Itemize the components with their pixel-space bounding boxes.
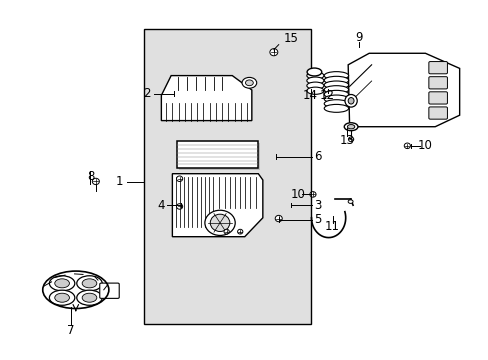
Ellipse shape	[204, 210, 235, 235]
Ellipse shape	[306, 87, 323, 94]
Text: 8: 8	[86, 170, 94, 183]
Text: 10: 10	[290, 188, 305, 201]
Ellipse shape	[269, 49, 277, 56]
Ellipse shape	[55, 293, 69, 302]
Ellipse shape	[348, 137, 353, 142]
Text: 3: 3	[313, 199, 321, 212]
Ellipse shape	[49, 276, 75, 291]
FancyBboxPatch shape	[428, 77, 447, 89]
Ellipse shape	[324, 86, 348, 94]
Text: 9: 9	[355, 31, 363, 44]
Ellipse shape	[245, 80, 253, 86]
Ellipse shape	[344, 123, 357, 131]
Text: 12: 12	[320, 89, 334, 102]
Ellipse shape	[82, 279, 97, 288]
Bar	[177, 141, 258, 168]
Polygon shape	[347, 53, 459, 127]
Polygon shape	[161, 76, 251, 121]
Ellipse shape	[306, 72, 323, 79]
Ellipse shape	[224, 229, 229, 234]
Ellipse shape	[306, 77, 323, 84]
FancyBboxPatch shape	[100, 283, 119, 298]
Ellipse shape	[324, 100, 348, 108]
Ellipse shape	[275, 215, 282, 222]
Ellipse shape	[346, 125, 354, 129]
Text: 13: 13	[339, 134, 354, 147]
Ellipse shape	[347, 200, 352, 203]
Ellipse shape	[77, 276, 102, 291]
Ellipse shape	[347, 98, 353, 104]
Ellipse shape	[82, 293, 97, 302]
Ellipse shape	[210, 214, 229, 231]
Ellipse shape	[306, 82, 323, 89]
FancyBboxPatch shape	[428, 62, 447, 74]
Ellipse shape	[344, 95, 356, 107]
Text: 2: 2	[142, 87, 150, 100]
Ellipse shape	[324, 76, 348, 84]
Text: 7: 7	[67, 324, 75, 337]
Ellipse shape	[324, 104, 348, 112]
Ellipse shape	[55, 279, 69, 288]
Ellipse shape	[306, 68, 321, 76]
Ellipse shape	[404, 143, 409, 149]
Text: 15: 15	[283, 32, 298, 45]
Text: 10: 10	[417, 139, 432, 152]
FancyBboxPatch shape	[428, 107, 447, 119]
Ellipse shape	[77, 290, 102, 305]
Text: 11: 11	[325, 220, 339, 233]
Ellipse shape	[176, 204, 183, 209]
Text: 5: 5	[313, 213, 321, 226]
Bar	[144, 29, 310, 324]
Ellipse shape	[237, 229, 243, 234]
Text: 4: 4	[157, 199, 165, 212]
Ellipse shape	[176, 176, 183, 181]
Ellipse shape	[324, 72, 348, 80]
Bar	[179, 144, 260, 171]
Ellipse shape	[324, 90, 348, 98]
Ellipse shape	[309, 192, 315, 197]
Polygon shape	[172, 174, 263, 237]
Text: 6: 6	[313, 150, 321, 163]
Ellipse shape	[324, 81, 348, 89]
Ellipse shape	[92, 178, 99, 185]
FancyBboxPatch shape	[428, 92, 447, 104]
Ellipse shape	[324, 95, 348, 103]
Ellipse shape	[49, 290, 75, 305]
Text: 1: 1	[116, 175, 123, 188]
Text: 14: 14	[303, 89, 317, 102]
Ellipse shape	[242, 77, 256, 88]
